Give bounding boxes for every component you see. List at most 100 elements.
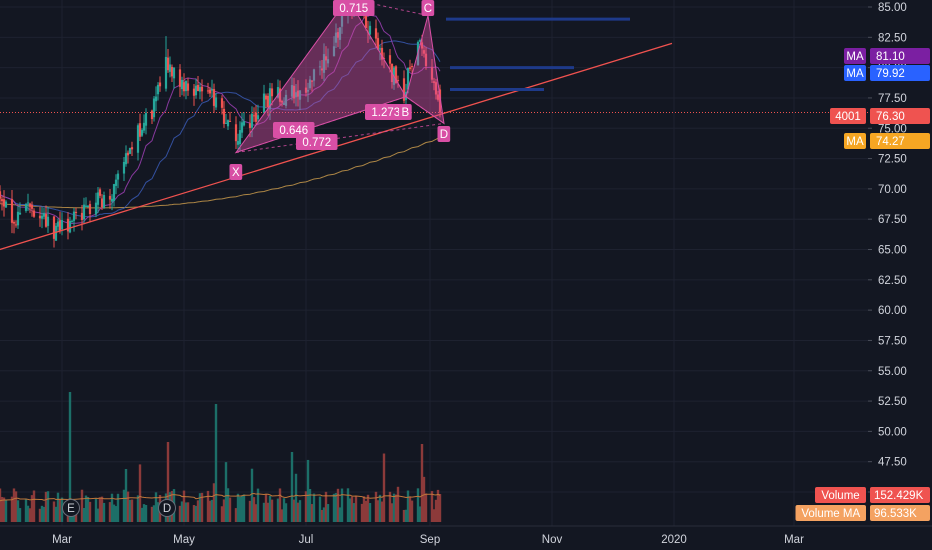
candle-body (136, 125, 140, 153)
price-tick-label: 82.50 (878, 32, 907, 44)
volume-bar (306, 459, 310, 522)
candle-body (408, 67, 412, 70)
candle-body (250, 113, 254, 128)
price-tick-label: 55.00 (878, 366, 907, 378)
event-marker-d[interactable] (158, 499, 176, 517)
ratio-label: 0.715 (339, 3, 368, 15)
time-tick-label: Nov (542, 534, 563, 546)
point-label-d: D (440, 129, 448, 141)
event-marker-e[interactable] (62, 499, 80, 517)
price-label-ma-purple-tag: MA (846, 51, 864, 63)
volume-bar (362, 496, 366, 522)
candle-body (68, 221, 72, 233)
candle-body (276, 87, 280, 98)
candle-body (262, 93, 266, 113)
volume-ma-path (0, 492, 441, 502)
volume-bar (380, 501, 384, 522)
volume-bar (276, 498, 280, 522)
volume-ma-label-value: 96.533K (874, 508, 917, 520)
volume-bar (416, 488, 420, 522)
candle-body (308, 79, 312, 89)
candle-body (326, 59, 330, 64)
candle-body (116, 173, 120, 180)
volume-bar (434, 499, 438, 522)
volume-bar (206, 490, 210, 522)
candle-body (122, 161, 126, 174)
price-tick-label: 70.00 (878, 184, 907, 196)
candle-body (270, 88, 274, 97)
candle-body (156, 84, 160, 95)
candle-body (432, 81, 436, 83)
price-label-ma-blue-value: 79.92 (876, 68, 905, 80)
price-label-ma-slow-tag-bg (844, 133, 866, 149)
volume-bar (222, 499, 226, 522)
volume-bar (308, 488, 312, 522)
volume-bar (140, 507, 144, 522)
candle-body (320, 68, 324, 71)
candle-body (280, 101, 284, 103)
volume-bar (200, 492, 204, 522)
volume-bar (16, 500, 20, 522)
candle-body (264, 95, 268, 100)
volume-bar (88, 501, 92, 522)
volume-bar (186, 502, 190, 522)
candle-body (138, 123, 142, 137)
candle-body (46, 216, 50, 226)
candle-body (228, 120, 232, 122)
volume-bar (38, 508, 42, 522)
candle-body (178, 69, 182, 87)
candle-body (200, 86, 204, 92)
price-tick-label: 47.50 (878, 457, 907, 469)
price-tick-label: 72.50 (878, 154, 907, 166)
volume-bar (12, 488, 16, 522)
candle-body (2, 199, 6, 207)
candle-body (240, 122, 244, 133)
candle-body (96, 192, 100, 205)
price-label-last-value: 76.30 (876, 111, 905, 123)
price-tick-label: 60.00 (878, 305, 907, 317)
volume-bar (54, 506, 58, 522)
volume-bar (228, 497, 232, 522)
candle-body (98, 189, 102, 196)
candle-body (186, 83, 190, 91)
candle-body (82, 204, 86, 220)
volume-bar (32, 490, 36, 522)
candle-body (54, 225, 58, 241)
candle-body (238, 130, 242, 145)
volume-bar (144, 504, 148, 522)
volume-bar (322, 507, 326, 522)
volume-bar (30, 495, 34, 522)
candle-body (196, 84, 200, 92)
time-tick-label: Mar (784, 534, 804, 546)
volume-bar (56, 492, 60, 522)
volume-bar (142, 504, 146, 522)
candle-body (420, 42, 424, 49)
price-label-ma-purple-value-bg (870, 48, 930, 64)
volume-bar (438, 494, 442, 522)
candle-body (198, 87, 202, 92)
volume-bar (318, 496, 322, 522)
candle-body (56, 221, 60, 227)
candle-body (402, 78, 406, 101)
candle-body (164, 56, 168, 89)
candle-body (310, 80, 314, 82)
ratio-label: 1.273 (371, 107, 400, 119)
candle-body (74, 211, 78, 213)
candle-body (152, 98, 156, 118)
price-label-ma-purple-tag-bg (844, 48, 866, 64)
time-axis[interactable]: Mar May Jul Sep Nov 2020 Mar (0, 525, 932, 550)
price-axis[interactable]: 85.0082.5080.0077.5075.0072.5070.0067.50… (795, 0, 932, 526)
pattern-triangle-bcd (405, 15, 445, 125)
time-tick-label: Mar (52, 534, 72, 546)
volume-bar (102, 502, 106, 522)
candle-body (418, 40, 422, 42)
price-label-last-value-bg (870, 108, 930, 124)
candle-body (172, 67, 176, 79)
candle-body (226, 120, 230, 127)
price-label-ma-slow-tag: MA (846, 136, 864, 148)
candle-body (32, 210, 36, 217)
pattern-triangle-xab (234, 0, 407, 154)
